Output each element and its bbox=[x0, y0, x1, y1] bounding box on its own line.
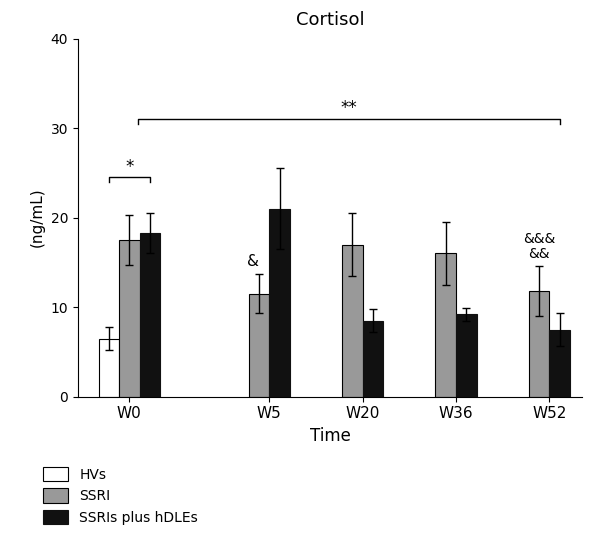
Bar bbox=[456, 314, 476, 397]
Text: &&: && bbox=[529, 247, 550, 261]
Title: Cortisol: Cortisol bbox=[296, 10, 364, 29]
Bar bbox=[98, 338, 119, 397]
Bar bbox=[140, 233, 160, 397]
Bar bbox=[342, 245, 362, 397]
Y-axis label: (ng/mL): (ng/mL) bbox=[30, 188, 45, 247]
Bar bbox=[436, 253, 456, 397]
X-axis label: Time: Time bbox=[310, 427, 350, 445]
Text: &: & bbox=[247, 253, 259, 269]
Legend: HVs, SSRI, SSRIs plus hDLEs: HVs, SSRI, SSRIs plus hDLEs bbox=[38, 461, 203, 531]
Bar bbox=[119, 240, 140, 397]
Bar bbox=[362, 321, 383, 397]
Bar bbox=[529, 291, 550, 397]
Text: *: * bbox=[125, 158, 134, 176]
Bar bbox=[249, 294, 269, 397]
Bar bbox=[269, 209, 290, 397]
Bar bbox=[550, 329, 570, 397]
Text: &&&: &&& bbox=[523, 233, 555, 246]
Text: **: ** bbox=[340, 99, 357, 117]
